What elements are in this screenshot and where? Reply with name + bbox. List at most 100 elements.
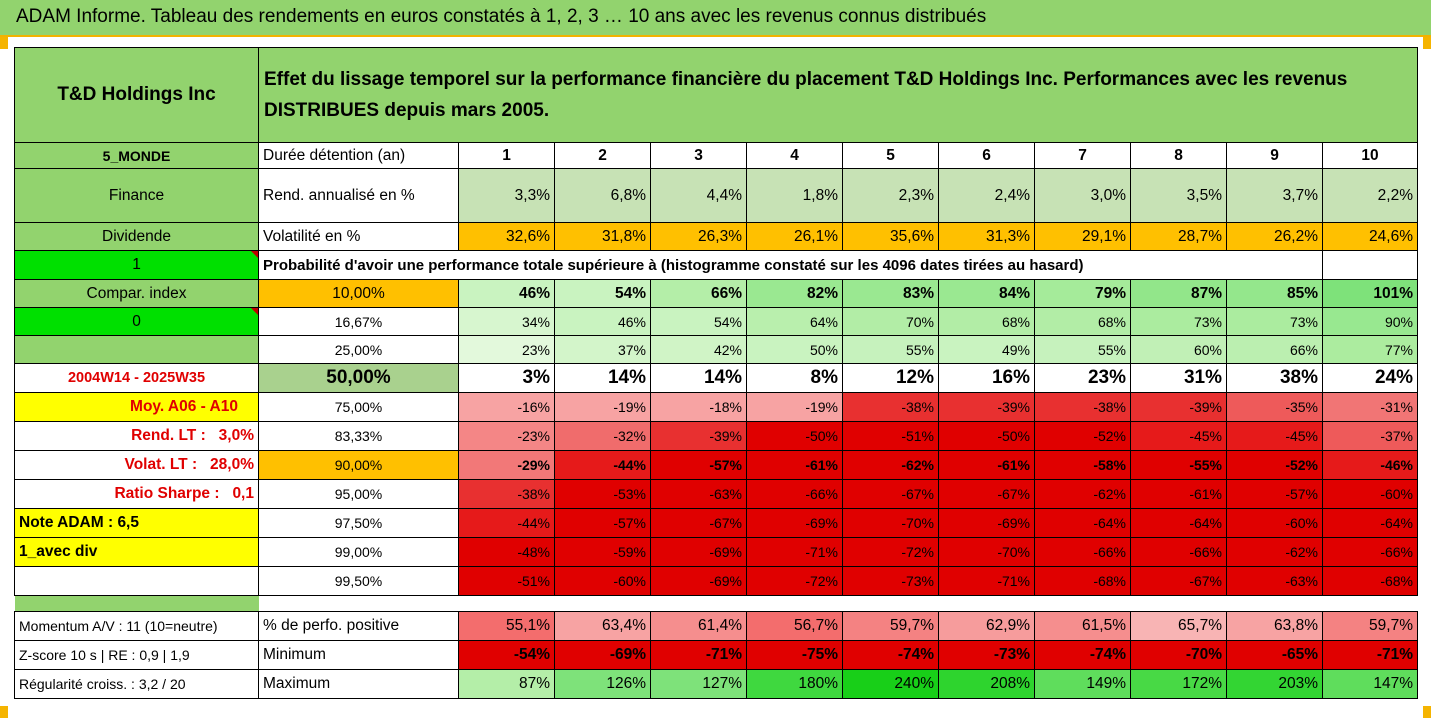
regularite: Régularité croiss. : 3,2 / 20 [14,669,259,699]
probability-title: Probabilité d'avoir une performance tota… [258,250,1227,280]
year-header: 4 [746,142,843,169]
input-one[interactable]: 1 [14,250,259,280]
prob-cell: 90% [1322,307,1418,336]
value-cell: 26,2% [1226,222,1323,251]
report-title: ADAM Informe. Tableau des rendements en … [16,6,987,27]
prob-cell: -72% [746,566,843,596]
prob-cell: -51% [458,566,555,596]
value-cell: 3,3% [458,168,555,223]
prob-cell: -51% [842,421,939,451]
spacer [258,595,1418,612]
prob-cell: 14% [650,363,747,393]
prob-cell: -38% [1034,392,1131,422]
prob-cell: -66% [1130,537,1227,567]
prob-cell: -73% [842,566,939,596]
prob-cell: -39% [1130,392,1227,422]
sector-finance: Finance [14,168,259,223]
prob-cell: -66% [1034,537,1131,567]
prob-cell: -68% [1034,566,1131,596]
year-header: 5 [842,142,939,169]
stat-cell: 208% [938,669,1035,699]
stat-cell: 203% [1226,669,1323,699]
years-label: Durée détention (an) [258,142,459,169]
prob-cell: 66% [650,279,747,308]
prob-cell: 73% [1130,307,1227,336]
rend-lt-value: 3,0% [218,427,254,444]
probability-row: 1_avec div 99,00% -48% -59% -69% -71% -7… [14,537,1418,567]
year-header: 8 [1130,142,1227,169]
volat-lt-label: Volat. LT : [124,456,198,473]
probability-row: Volat. LT : 28,0% 90,00% -29% -44% -57% … [14,450,1418,480]
prob-cell: -44% [458,508,555,538]
row-label: Volatilité en % [258,222,459,251]
prob-cell: -59% [554,537,651,567]
stat-cell: -70% [1130,640,1227,670]
value-cell: 31,3% [938,222,1035,251]
prob-cell: 24% [1322,363,1418,393]
header-row: T&D Holdings Inc Effet du lissage tempor… [14,47,1418,143]
year-header: 9 [1226,142,1323,169]
prob-cell: 23% [1034,363,1131,393]
prob-cell: 77% [1322,335,1418,364]
category-monde: 5_MONDE [14,142,259,169]
prob-cell: -57% [554,508,651,538]
volatility-row: Dividende Volatilité en % 32,6% 31,8% 26… [14,222,1418,251]
row-label: Maximum [258,669,459,699]
input-zero[interactable]: 0 [14,307,259,336]
stat-cell: 63,4% [554,611,651,641]
probability-row: Note ADAM : 6,5 97,50% -44% -57% -67% -6… [14,508,1418,538]
empty-cell [1226,250,1323,280]
value-cell: 26,1% [746,222,843,251]
prob-cell: -71% [746,537,843,567]
prob-cell: -62% [1034,479,1131,509]
prob-cell: 34% [458,307,555,336]
threshold-label: 97,50% [258,508,459,538]
probability-row: 99,50% -51% -60% -69% -72% -73% -71% -68… [14,566,1418,596]
minimum-row: Z-score 10 s | RE : 0,9 | 1,9 Minimum -5… [14,640,1418,670]
stat-cell: -71% [1322,640,1418,670]
stat-cell: 87% [458,669,555,699]
prob-cell: -16% [458,392,555,422]
threshold-label: 83,33% [258,421,459,451]
prob-cell: -53% [554,479,651,509]
prob-cell: -64% [1322,508,1418,538]
volat-lt: Volat. LT : 28,0% [14,450,259,480]
prob-cell: -61% [1130,479,1227,509]
stat-cell: 65,7% [1130,611,1227,641]
prob-cell: -45% [1130,421,1227,451]
prob-cell: -60% [1226,508,1323,538]
prob-cell: -37% [1322,421,1418,451]
threshold-label: 50,00% [258,363,459,393]
prob-cell: -67% [842,479,939,509]
prob-cell: 31% [1130,363,1227,393]
prob-cell: 79% [1034,279,1131,308]
returns-table: T&D Holdings Inc Effet du lissage tempor… [14,47,1418,699]
prob-cell: 83% [842,279,939,308]
sharpe-value: 0,1 [232,485,254,502]
empty-green-cell [14,335,259,364]
value-cell: 1,8% [746,168,843,223]
prob-cell: 66% [1226,335,1323,364]
year-header: 10 [1322,142,1418,169]
year-header: 7 [1034,142,1131,169]
positive-performance-row: Momentum A/V : 11 (10=neutre) % de perfo… [14,611,1418,641]
corner-marker-right [1423,37,1431,49]
prob-cell: -68% [1322,566,1418,596]
prob-cell: -38% [458,479,555,509]
stat-cell: 59,7% [1322,611,1418,641]
prob-cell: -38% [842,392,939,422]
stat-cell: 149% [1034,669,1131,699]
prob-cell: 87% [1130,279,1227,308]
maximum-row: Régularité croiss. : 3,2 / 20 Maximum 87… [14,669,1418,699]
stat-cell: 55,1% [458,611,555,641]
description: Effet du lissage temporel sur la perform… [258,47,1418,143]
year-header: 3 [650,142,747,169]
moy-label: Moy. A06 - A10 [14,392,259,422]
stat-cell: 59,7% [842,611,939,641]
prob-cell: -57% [1226,479,1323,509]
stat-cell: 61,4% [650,611,747,641]
value-cell: 32,6% [458,222,555,251]
value-cell: 31,8% [554,222,651,251]
prob-cell: -46% [1322,450,1418,480]
prob-cell: 82% [746,279,843,308]
